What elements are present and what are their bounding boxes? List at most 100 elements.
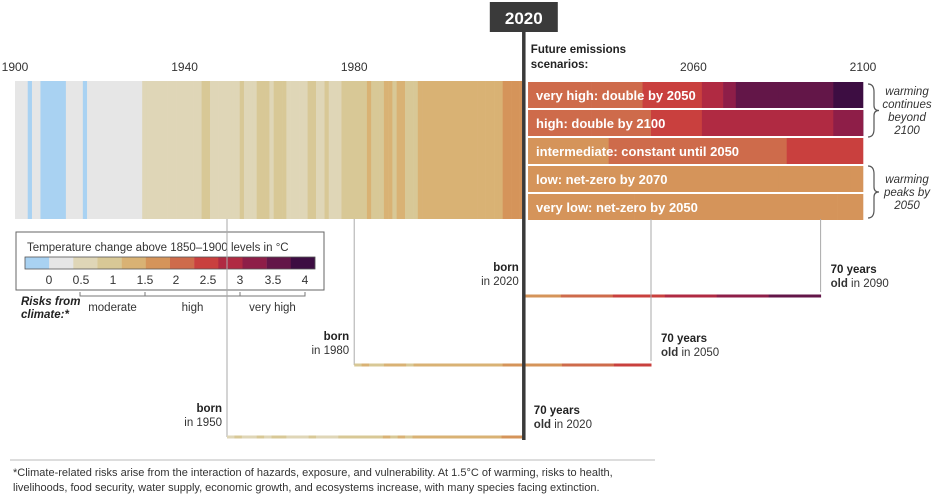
scenario-segment bbox=[528, 166, 597, 192]
current-year-badge bbox=[489, 2, 558, 32]
historical-stripe bbox=[256, 81, 262, 219]
scenario-segment bbox=[651, 110, 703, 136]
legend-swatch bbox=[170, 257, 195, 269]
risk-band-label: very high bbox=[249, 302, 296, 314]
risk-band-label: moderate bbox=[88, 302, 137, 314]
historical-stripe bbox=[519, 81, 525, 219]
born-label: in 2020 bbox=[481, 276, 519, 288]
historical-stripe bbox=[345, 81, 351, 219]
risk-band-bracket bbox=[144, 292, 241, 297]
historical-stripe bbox=[231, 81, 236, 219]
historical-stripe bbox=[150, 81, 156, 219]
scenario-segment bbox=[528, 194, 559, 220]
historical-stripe bbox=[154, 81, 164, 219]
historical-stripe bbox=[409, 81, 414, 219]
scenario-segment bbox=[850, 166, 864, 192]
age-label: old in 2090 bbox=[831, 278, 889, 290]
historical-stripe bbox=[443, 81, 448, 219]
legend-swatch bbox=[49, 257, 74, 269]
side-note-line: continues bbox=[882, 99, 931, 111]
historical-stripe bbox=[333, 81, 338, 219]
historical-stripes bbox=[15, 81, 525, 219]
historical-stripe bbox=[341, 81, 347, 219]
born-label: born bbox=[324, 331, 350, 343]
legend-tick-label: 3 bbox=[237, 273, 244, 287]
legend-bar-border bbox=[24, 256, 316, 270]
scenario-segment bbox=[642, 82, 703, 108]
legend-swatch bbox=[73, 257, 98, 269]
x-tick-label: 2100 bbox=[850, 60, 877, 74]
scenario-segment bbox=[833, 110, 864, 136]
scenario-segment bbox=[659, 166, 779, 192]
legend-swatch bbox=[145, 257, 171, 269]
historical-stripe bbox=[193, 81, 202, 219]
historical-stripe bbox=[426, 81, 431, 219]
lifespan: born in 1980 70 years old in 2050 bbox=[311, 219, 719, 367]
historical-stripe bbox=[210, 81, 215, 219]
historical-stripe bbox=[205, 81, 211, 219]
historical-stripe bbox=[417, 81, 423, 219]
historical-stripe bbox=[477, 81, 482, 219]
footnote: *Climate-related risks arise from the in… bbox=[10, 459, 655, 494]
historical-stripe bbox=[277, 81, 283, 219]
historical-stripe bbox=[252, 81, 257, 219]
born-label: in 1950 bbox=[184, 417, 222, 429]
historical-stripe bbox=[222, 81, 228, 219]
historical-stripe bbox=[307, 81, 313, 219]
side-note-line: warming bbox=[885, 86, 929, 98]
lifespan: born in 1950 70 years old in 2020 bbox=[184, 219, 592, 439]
scenario-segment bbox=[608, 138, 677, 164]
side-note-line: beyond bbox=[888, 112, 926, 124]
scenario-segment bbox=[735, 82, 779, 108]
scenario-segment bbox=[528, 82, 592, 108]
scenario-segment bbox=[723, 82, 737, 108]
historical-stripe bbox=[383, 81, 389, 219]
scenario-bars: very high: double by 2050 high: double by… bbox=[528, 82, 864, 220]
historical-stripe bbox=[358, 81, 363, 219]
historical-stripe bbox=[371, 81, 376, 219]
risk-band-bracket bbox=[239, 292, 306, 297]
age-label: old in 2050 bbox=[661, 347, 719, 359]
historical-stripe bbox=[400, 81, 406, 219]
historical-stripe bbox=[176, 81, 181, 219]
historical-stripe bbox=[227, 81, 232, 219]
scenario-row: high: double by 2100 bbox=[528, 110, 864, 136]
side-note-brace bbox=[867, 83, 880, 138]
scenario-label: low: net-zero by 2070 bbox=[536, 172, 667, 187]
scenario-heading: scenarios: bbox=[531, 59, 589, 71]
historical-stripe bbox=[502, 81, 508, 219]
legend-tick-label: 0 bbox=[46, 273, 53, 287]
born-label: in 1980 bbox=[311, 345, 349, 357]
historical-stripe bbox=[396, 81, 402, 219]
scenario-segment bbox=[676, 138, 787, 164]
scenario-segment bbox=[528, 110, 592, 136]
historical-stripe bbox=[201, 81, 207, 219]
historical-stripe bbox=[65, 81, 84, 219]
historical-stripe bbox=[328, 81, 334, 219]
scenario-segment bbox=[833, 82, 864, 108]
historical-stripe bbox=[320, 81, 325, 219]
scenario-segment bbox=[778, 82, 834, 108]
scenario-row: very high: double by 2050 bbox=[528, 82, 864, 108]
risk-scale-label: Risks from bbox=[21, 296, 80, 308]
historical-stripe bbox=[282, 81, 287, 219]
side-note-line: 2100 bbox=[893, 125, 920, 137]
historical-stripe bbox=[15, 81, 24, 219]
historical-stripe bbox=[142, 81, 147, 219]
historical-stripe bbox=[290, 81, 296, 219]
historical-stripe bbox=[413, 81, 419, 219]
historical-stripe bbox=[506, 81, 512, 219]
footnote-line: livelihoods, food security, water supply… bbox=[13, 482, 600, 494]
born-label: born bbox=[196, 403, 222, 415]
historical-stripe bbox=[349, 81, 355, 219]
risk-scale-label: climate:* bbox=[21, 309, 69, 321]
born-label: born bbox=[493, 262, 519, 274]
historical-stripe bbox=[36, 81, 41, 219]
risk-band-label: high bbox=[182, 302, 204, 314]
historical-stripe bbox=[494, 81, 499, 219]
legend-tick-label: 1.5 bbox=[137, 273, 154, 287]
historical-stripe bbox=[299, 81, 304, 219]
historical-stripe bbox=[379, 81, 385, 219]
historical-stripe bbox=[265, 81, 270, 219]
historical-stripe bbox=[511, 81, 516, 219]
